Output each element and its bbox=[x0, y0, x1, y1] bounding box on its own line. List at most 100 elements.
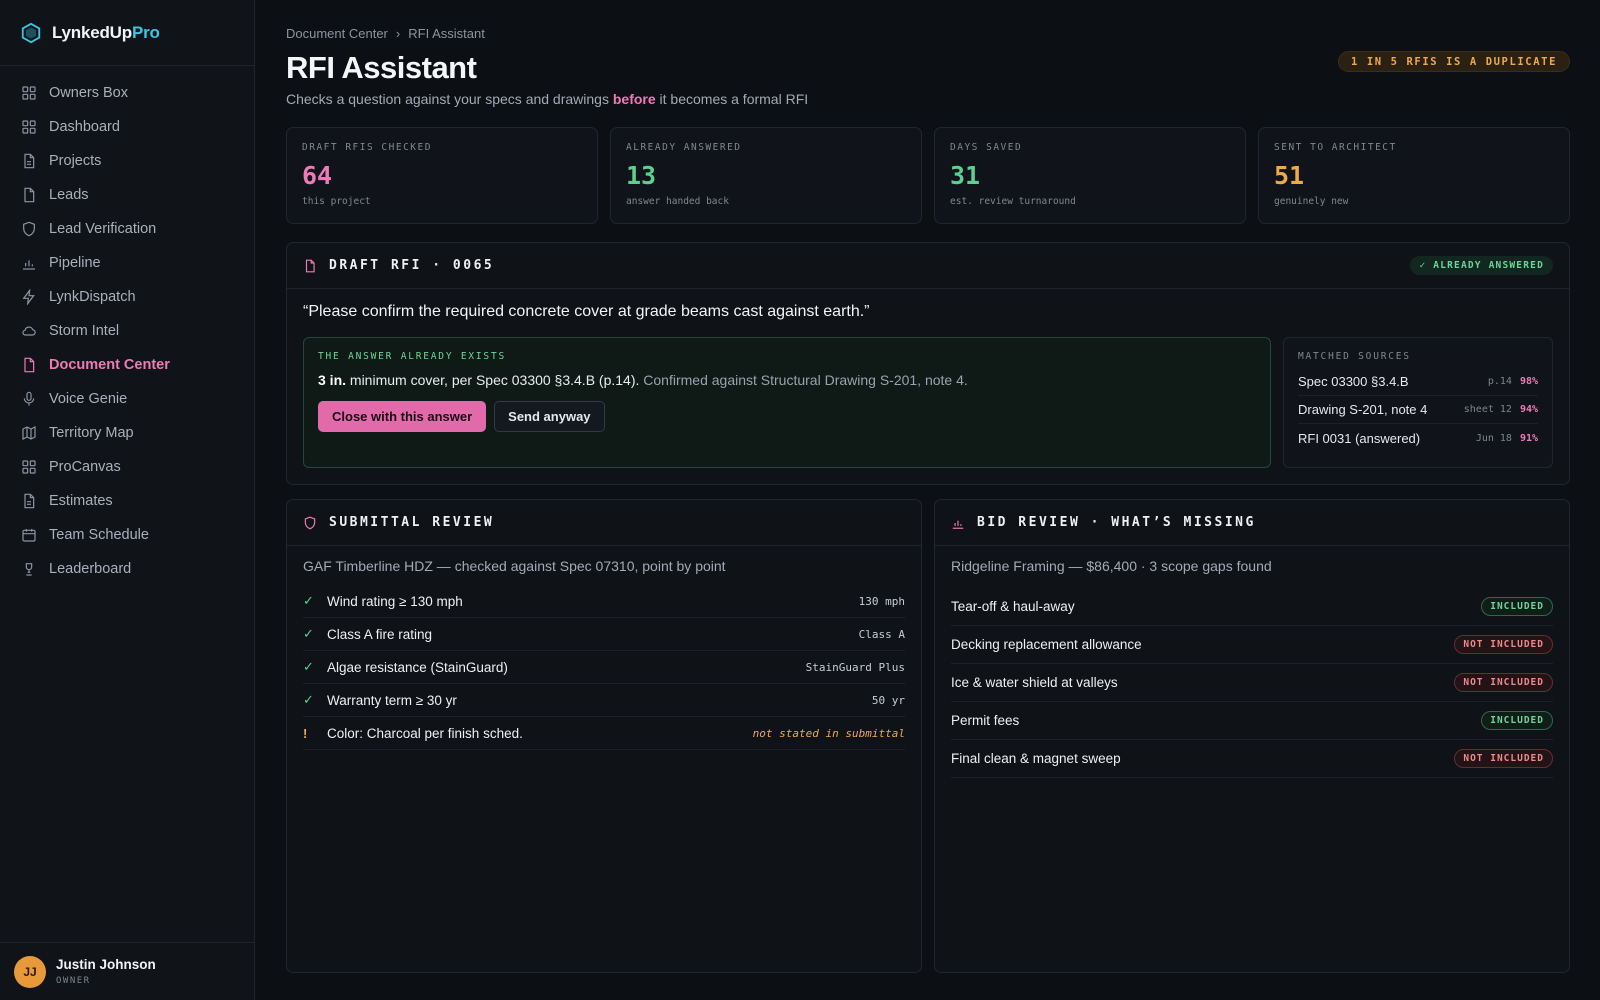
submittal-checklist: ✓ Wind rating ≥ 130 mph 130 mph ✓ Class A fi… bbox=[303, 585, 905, 750]
send-anyway-button[interactable]: Send anyway bbox=[494, 401, 605, 432]
draft-rfi-panel: DRAFT RFI · 0065 ✓ ALREADY ANSWERED “Ple… bbox=[286, 242, 1570, 485]
close-with-answer-button[interactable]: Close with this answer bbox=[318, 401, 487, 432]
bar-chart-icon bbox=[952, 520, 964, 529]
submittal-review-panel: SUBMITTAL REVIEW GAF Timberline HDZ — ch… bbox=[286, 499, 922, 973]
sidebar-item-lynkdispatch[interactable]: LynkDispatch bbox=[0, 280, 254, 314]
sidebar-item-storm-intel[interactable]: Storm Intel bbox=[0, 314, 254, 348]
source-match-percent: 94% bbox=[1519, 404, 1538, 415]
stat-card: DRAFT RFIS CHECKED 64 this project bbox=[286, 127, 598, 224]
bid-summary: Ridgeline Framing — $86,400 · 3 scope ga… bbox=[951, 558, 1272, 574]
logo-icon bbox=[21, 22, 41, 43]
sidebar-item-label: Document Center bbox=[49, 357, 170, 373]
sidebar-item-label: Owners Box bbox=[49, 85, 128, 101]
checklist-requirement: Warranty term ≥ 30 yr bbox=[327, 692, 457, 708]
document-icon bbox=[305, 259, 315, 272]
sidebar-item-label: Territory Map bbox=[49, 425, 134, 441]
sidebar-nav: Owners Box Dashboard Projects Leads Lead Ver… bbox=[0, 66, 254, 586]
checklist-row: ✓ Warranty term ≥ 30 yr 50 yr bbox=[303, 684, 905, 717]
brand[interactable]: LynkedUpPro bbox=[0, 0, 254, 66]
stat-card: DAYS SAVED 31 est. review turnaround bbox=[934, 127, 1246, 224]
sidebar-item-procanvas[interactable]: ProCanvas bbox=[0, 450, 254, 484]
sidebar-item-lead-verification[interactable]: Lead Verification bbox=[0, 212, 254, 246]
stat-subtext: genuinely new bbox=[1274, 196, 1349, 207]
matched-sources: MATCHED SOURCES Spec 03300 §3.4.B p.14 98%… bbox=[1283, 337, 1553, 468]
stat-label: DAYS SAVED bbox=[950, 142, 1023, 153]
checklist-value: StainGuard Plus bbox=[805, 660, 905, 674]
sidebar-item-owners-box[interactable]: Owners Box bbox=[0, 76, 254, 110]
stat-value: 13 bbox=[626, 161, 657, 190]
stat-label: SENT TO ARCHITECT bbox=[1274, 142, 1397, 153]
source-row[interactable]: RFI 0031 (answered) Jun 18 91% bbox=[1298, 424, 1538, 452]
sidebar: LynkedUpPro Owners Box Dashboard Projects L… bbox=[0, 0, 255, 1000]
brand-name: LynkedUpPro bbox=[52, 22, 160, 42]
sidebar-item-label: Leaderboard bbox=[49, 561, 132, 577]
scope-item: Decking replacement allowance bbox=[951, 637, 1142, 652]
sidebar-item-voice-genie[interactable]: Voice Genie bbox=[0, 382, 254, 416]
stat-card: SENT TO ARCHITECT 51 genuinely new bbox=[1258, 127, 1570, 224]
scope-row: Final clean & magnet sweep NOT INCLUDED bbox=[951, 740, 1553, 778]
sidebar-item-team-schedule[interactable]: Team Schedule bbox=[0, 518, 254, 552]
scope-item: Final clean & magnet sweep bbox=[951, 751, 1121, 766]
scope-row: Decking replacement allowance NOT INCLUDE… bbox=[951, 626, 1553, 664]
source-match-percent: 91% bbox=[1519, 432, 1538, 444]
file-icon bbox=[24, 187, 35, 203]
scope-row: Tear-off & haul-away INCLUDED bbox=[951, 588, 1553, 626]
stat-value: 64 bbox=[302, 161, 333, 190]
submittal-title: SUBMITTAL REVIEW bbox=[329, 515, 495, 530]
scope-item: Ice & water shield at valleys bbox=[951, 675, 1118, 690]
breadcrumb: Document Center › RFI Assistant bbox=[286, 26, 485, 41]
sidebar-item-dashboard[interactable]: Dashboard bbox=[0, 110, 254, 144]
source-row[interactable]: Drawing S-201, note 4 sheet 12 94% bbox=[1298, 396, 1538, 424]
page-subtitle: Checks a question against your specs and… bbox=[286, 91, 809, 107]
sidebar-item-label: LynkDispatch bbox=[49, 289, 136, 305]
checklist-requirement: Algae resistance (StainGuard) bbox=[327, 659, 508, 675]
stats-row: DRAFT RFIS CHECKED 64 this project ALREADY … bbox=[286, 127, 1570, 224]
sidebar-item-label: Leads bbox=[49, 187, 89, 203]
source-name: Spec 03300 §3.4.B bbox=[1298, 374, 1409, 389]
stat-label: ALREADY ANSWERED bbox=[626, 142, 742, 153]
grid-icon bbox=[22, 120, 36, 134]
user-role: OWNER bbox=[56, 976, 91, 986]
check-icon: ✓ bbox=[303, 692, 314, 707]
bid-title: BID REVIEW · WHAT’S MISSING bbox=[977, 515, 1256, 530]
status-badge: INCLUDED bbox=[1481, 711, 1553, 730]
map-icon bbox=[22, 426, 36, 440]
bolt-icon bbox=[22, 289, 35, 305]
sidebar-item-document-center[interactable]: Document Center bbox=[0, 348, 254, 382]
stat-card: ALREADY ANSWERED 13 answer handed back bbox=[610, 127, 922, 224]
sources-label: MATCHED SOURCES bbox=[1298, 351, 1411, 362]
user-profile[interactable]: JJ Justin Johnson OWNER bbox=[0, 942, 255, 1000]
sidebar-item-territory-map[interactable]: Territory Map bbox=[0, 416, 254, 450]
stat-value: 31 bbox=[950, 161, 981, 190]
document-icon bbox=[24, 153, 35, 169]
checklist-value: 130 mph bbox=[858, 594, 905, 608]
source-row[interactable]: Spec 03300 §3.4.B p.14 98% bbox=[1298, 368, 1538, 396]
status-badge: NOT INCLUDED bbox=[1454, 749, 1553, 768]
sidebar-item-projects[interactable]: Projects bbox=[0, 144, 254, 178]
bar-chart-icon bbox=[23, 260, 35, 270]
bid-scope-list: Tear-off & haul-away INCLUDED Decking repl… bbox=[951, 588, 1553, 778]
submittal-summary: GAF Timberline HDZ — checked against Spe… bbox=[303, 558, 726, 574]
status-badge: INCLUDED bbox=[1481, 597, 1553, 616]
checklist-value: Class A bbox=[858, 627, 905, 641]
sidebar-item-pipeline[interactable]: Pipeline bbox=[0, 246, 254, 280]
source-match-percent: 98% bbox=[1519, 376, 1538, 387]
check-icon: ✓ bbox=[303, 659, 314, 674]
sidebar-item-label: Estimates bbox=[49, 493, 113, 509]
checklist-value: 50 yr bbox=[871, 693, 905, 707]
scope-item: Permit fees bbox=[951, 713, 1020, 728]
page-title: RFI Assistant bbox=[286, 50, 477, 85]
sidebar-item-leaderboard[interactable]: Leaderboard bbox=[0, 552, 254, 586]
status-badge: ✓ ALREADY ANSWERED bbox=[1410, 256, 1553, 275]
source-location: sheet 12 bbox=[1463, 404, 1512, 415]
sidebar-item-leads[interactable]: Leads bbox=[0, 178, 254, 212]
microphone-icon bbox=[23, 391, 35, 406]
check-icon: ✓ bbox=[303, 626, 314, 641]
sidebar-item-estimates[interactable]: Estimates bbox=[0, 484, 254, 518]
trophy-icon bbox=[25, 563, 33, 576]
breadcrumb-parent[interactable]: Document Center bbox=[286, 26, 388, 41]
shield-icon bbox=[23, 221, 35, 237]
checklist-row: ✓ Wind rating ≥ 130 mph 130 mph bbox=[303, 585, 905, 618]
file-icon bbox=[24, 357, 35, 373]
stat-subtext: est. review turnaround bbox=[950, 196, 1076, 207]
